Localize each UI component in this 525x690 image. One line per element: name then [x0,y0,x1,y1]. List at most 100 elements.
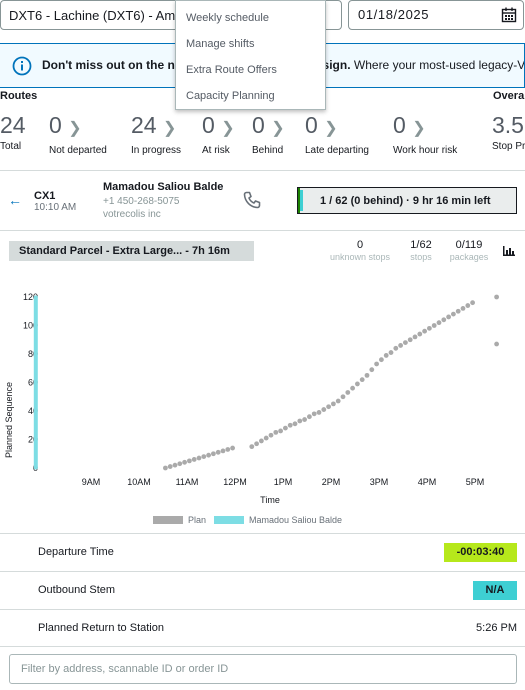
chart-x-tick: 4PM [418,477,437,487]
stat-at-risk[interactable]: 0 ❯ At risk [202,113,235,156]
chart-point-plan [201,454,207,459]
stat-behind[interactable]: 0 ❯ Behind [252,113,285,156]
overall-title: Overa [493,90,525,102]
stat-label: In progress [131,145,182,156]
stat-in-progress[interactable]: 24 ❯ In progress [131,113,181,156]
packages-label: packages [449,252,489,262]
chart-y-tick: 40 [28,406,38,416]
legend-swatch-driver [214,516,244,524]
chart-x-tick: 3PM [370,477,389,487]
chart-point-plan [307,414,312,420]
chart-point-plan [215,449,221,455]
chart-point-plan [278,428,283,434]
chart-point-plan [393,345,399,351]
chart-point-plan [182,459,188,465]
chart-x-axis-label: Time [260,495,280,505]
chart-point-plan [403,340,408,345]
chart-point-plan [172,462,178,468]
stat-work-hour-risk[interactable]: 0 ❯ Work hour risk [393,113,457,156]
date-value: 01/18/2025 [358,7,430,22]
chart-x-tick: 1PM [274,477,293,487]
date-field[interactable]: 01/18/2025 [348,0,524,30]
chart-point-plan [441,317,447,323]
chart-point-plan [465,303,471,308]
driver-card: ← CX1 10:10 AM Mamadou Saliou Balde +1 4… [0,170,525,230]
info-icon [12,56,32,79]
driver-phone: +1 450-268-5075 [103,196,180,207]
menu-item-manage-shifts[interactable]: Manage shifts [186,38,255,50]
progress-fill [300,190,303,211]
chart-series-driver [33,295,38,470]
chart-point-plan [431,323,437,328]
calendar-icon[interactable] [501,7,517,26]
chart-point-plan [340,394,346,400]
bar-chart-icon[interactable] [503,245,515,259]
chart-point-plan [230,445,236,451]
chart-point-plan [369,367,375,373]
chart-point-plan [335,398,341,404]
chevron-right-icon: ❯ [162,120,177,137]
planned-return-row: Planned Return to Station 5:26 PM [0,609,525,647]
station-select-value: DXT6 - Lachine (DXT6) - Amazon [9,8,204,23]
chart-point-plan [412,334,418,340]
chart-y-tick: 80 [28,349,38,359]
menu-item-weekly-schedule[interactable]: Weekly schedule [186,12,269,24]
chart-point-plan [302,417,307,422]
station-select[interactable]: DXT6 - Lachine (DXT6) - Amazon [0,0,342,30]
route-sequence-chart: 020406080100120 9AM10AM11AM12PM1PM2PM3PM… [0,280,525,530]
chevron-right-icon: ❯ [221,120,235,137]
phone-icon[interactable] [242,190,262,213]
outbound-stem-row: Outbound Stem N/A [0,571,525,609]
stat-not-departed[interactable]: 0 ❯ Not departed [49,113,107,156]
driver-company: votrecolis inc [103,209,161,220]
chart-point-plan [273,429,279,435]
stat-label: Stop Pr [492,141,525,152]
chart-point-plan [470,300,475,306]
progress-fill-done [298,188,300,213]
stat-value: 3.5 [492,112,524,138]
chevron-right-icon: ❯ [324,120,338,137]
planned-return-value: 5:26 PM [476,622,517,634]
chart-point-plan [249,444,255,450]
stat-late-departing[interactable]: 0 ❯ Late departing [305,113,369,156]
stat-total: 24 Total [0,113,26,152]
chart-point-plan [187,458,192,464]
chart-point-plan [263,435,269,441]
stops-label: stops [410,252,432,262]
unknown-stops-value: 0 [356,239,364,251]
chart-point-plan [494,294,499,300]
chart-x-tick: 11AM [176,477,199,487]
chart-x-tick: 12PM [223,477,247,487]
chart-point-plan [292,421,298,427]
chevron-right-icon: ❯ [412,120,426,137]
dropdown-menu: Weekly schedule Manage shifts Extra Rout… [175,0,326,110]
legend-label-plan: Plan [188,515,206,525]
chart-point-plan [427,325,432,331]
legend-label-driver: Mamadou Saliou Balde [249,515,342,525]
divider [0,646,525,647]
chart-point-plan [407,337,413,343]
chart-point-plan [196,455,202,461]
route-progress: 1 / 62 (0 behind) · 9 hr 16 min left [297,187,517,214]
chart-point-plan [259,438,264,444]
chart-point-plan [316,410,322,415]
chart-point-plan [331,401,336,407]
progress-text: 1 / 62 (0 behind) · 9 hr 16 min left [320,195,491,207]
stat-label: At risk [202,145,230,156]
outbound-stem-label: Outbound Stem [38,584,116,596]
filter-input[interactable] [9,654,517,684]
chart-point-plan [326,404,331,410]
banner-bold-text-2: sign. [322,58,351,72]
stat-value: 24 [0,112,26,138]
menu-item-extra-route-offers[interactable]: Extra Route Offers [186,64,277,76]
chart-y-tick: 100 [23,321,38,331]
chart-point-plan [359,377,365,383]
chart-point-plan [417,331,423,337]
menu-item-capacity-planning[interactable]: Capacity Planning [186,90,275,102]
chart-svg: 020406080100120 9AM10AM11AM12PM1PM2PM3PM… [4,292,499,525]
stat-value: 0 [252,112,265,138]
back-arrow-icon[interactable]: ← [8,192,22,208]
chart-point-plan [167,464,173,469]
chart-point-plan [177,461,183,467]
chart-point-plan [374,361,379,367]
